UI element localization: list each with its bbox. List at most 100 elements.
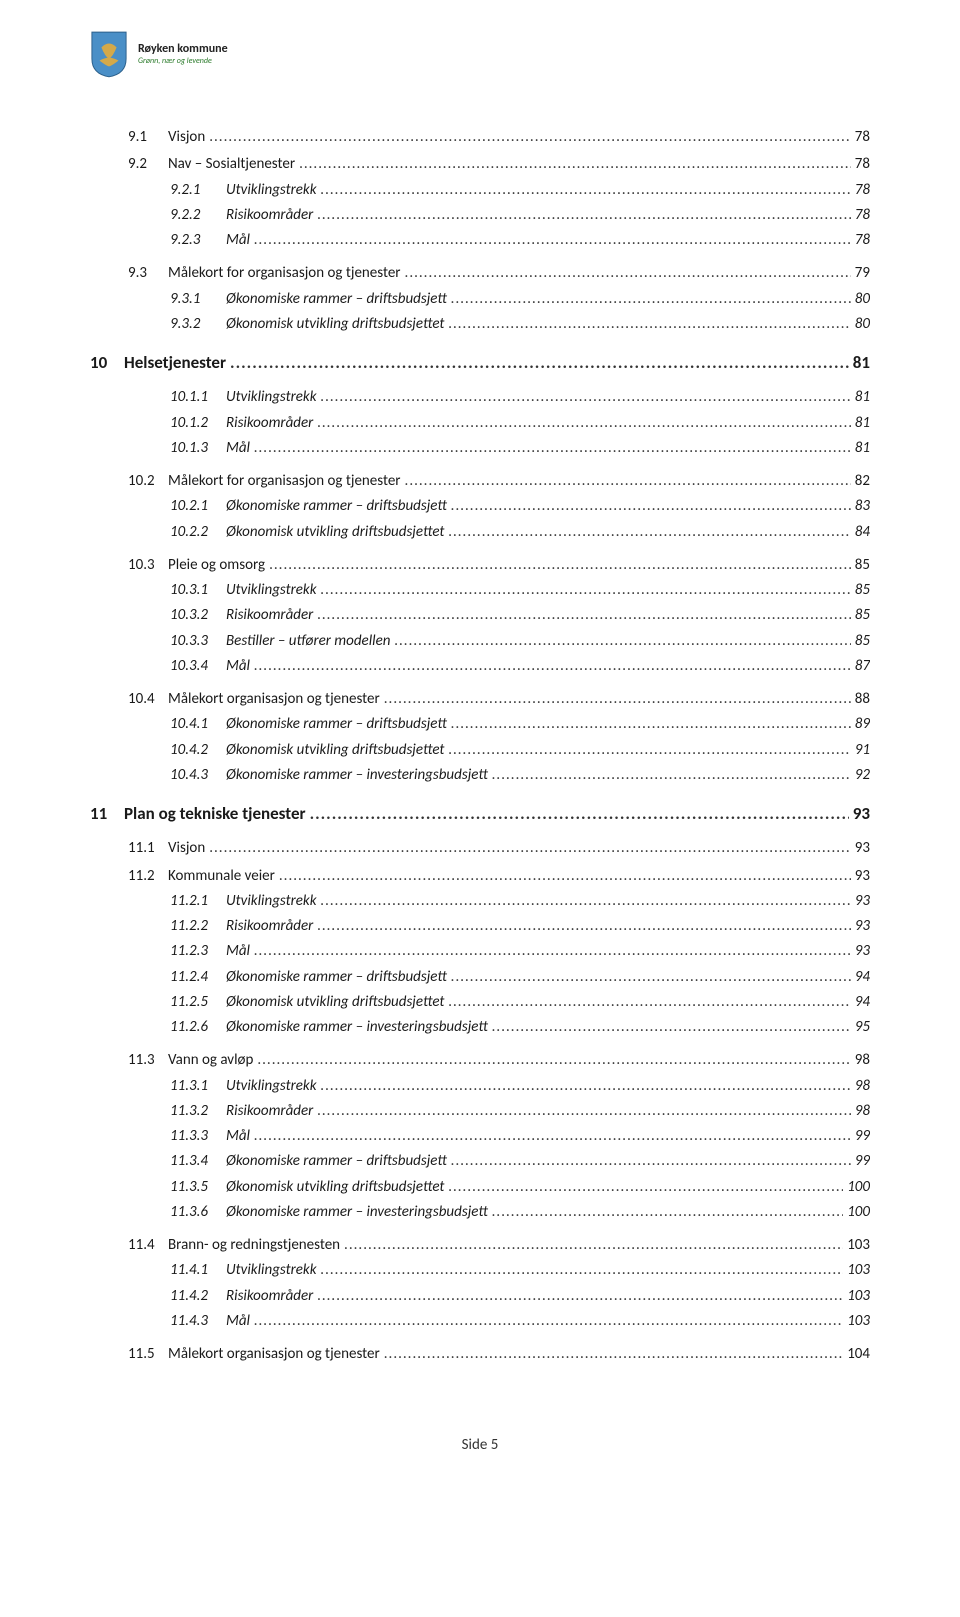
toc-number: 11.3.6	[170, 1201, 226, 1224]
toc-label: Plan og tekniske tjenester	[124, 801, 306, 827]
toc-entry: 9.2.3Mål78	[170, 229, 870, 252]
toc-leader-dots	[209, 126, 851, 149]
toc-entry: 11.4.1Utviklingstrekk 103	[170, 1259, 870, 1282]
org-name: Røyken kommune	[138, 42, 228, 56]
toc-entry: 9.3Målekort for organisasjon og tjeneste…	[128, 262, 870, 285]
toc-page: 85	[855, 604, 870, 627]
toc-page: 93	[855, 837, 870, 860]
toc-number: 11.4.1	[170, 1259, 226, 1282]
toc-number: 10.4.2	[170, 739, 226, 762]
toc-entry: 9.3.1Økonomiske rammer – driftsbudsjett8…	[170, 288, 870, 311]
toc-page: 89	[855, 713, 870, 736]
toc-number: 11.2.3	[170, 940, 226, 963]
toc-number: 11.4	[128, 1234, 168, 1257]
toc-label: Utviklingstrekk	[226, 1259, 317, 1282]
toc-entry: 11.2.5Økonomisk utvikling driftsbudsjett…	[170, 991, 870, 1014]
toc-number: 11.2.6	[170, 1016, 226, 1039]
toc-number: 11	[90, 801, 124, 827]
toc-page: 85	[855, 579, 870, 602]
toc-label: Bestiller – utfører modellen	[226, 630, 390, 653]
toc-number: 10.4.3	[170, 764, 226, 787]
toc-number: 11.2	[128, 865, 168, 888]
toc-leader-dots	[254, 437, 851, 460]
toc-leader-dots	[321, 386, 851, 409]
toc-label: Utviklingstrekk	[226, 579, 317, 602]
toc-leader-dots	[254, 1125, 851, 1148]
toc-entry: 9.1Visjon78	[128, 126, 870, 149]
toc-label: Utviklingstrekk	[226, 890, 317, 913]
toc-entry: 11.2.1Utviklingstrekk93	[170, 890, 870, 913]
toc-label: Visjon	[168, 837, 205, 860]
toc-page: 81	[855, 437, 870, 460]
toc-page: 93	[855, 940, 870, 963]
toc-leader-dots	[317, 1100, 850, 1123]
toc-leader-dots	[299, 153, 851, 176]
toc-entry: 11.3.3Mål99	[170, 1125, 870, 1148]
toc-label: Risikoområder	[226, 604, 313, 627]
toc-page: 81	[855, 386, 870, 409]
toc-number: 11.2.4	[170, 966, 226, 989]
toc-number: 10.4	[128, 688, 168, 711]
toc-entry: 10.2.1Økonomiske rammer – driftsbudsjett…	[170, 495, 870, 518]
toc-entry: 10.3.2Risikoområder85	[170, 604, 870, 627]
toc-number: 9.3.1	[170, 288, 226, 311]
toc-page: 87	[855, 655, 870, 678]
toc-page: 103	[847, 1285, 870, 1308]
toc-number: 11.3	[128, 1049, 168, 1072]
toc-number: 11.2.1	[170, 890, 226, 913]
toc-entry: 11.3Vann og avløp98	[128, 1049, 870, 1072]
toc-page: 103	[847, 1259, 870, 1282]
toc-label: Økonomiske rammer – investeringsbudsjett	[226, 1016, 488, 1039]
toc-page: 98	[855, 1100, 870, 1123]
toc-page: 100	[847, 1176, 870, 1199]
toc-entry: 9.2.2Risikoområder78	[170, 204, 870, 227]
table-of-contents: 9.1Visjon789.2Nav – Sosialtjenester789.2…	[90, 126, 870, 1366]
toc-number: 10.3.1	[170, 579, 226, 602]
toc-page: 83	[855, 495, 870, 518]
toc-number: 11.3.2	[170, 1100, 226, 1123]
toc-label: Utviklingstrekk	[226, 386, 317, 409]
toc-entry: 9.2Nav – Sosialtjenester78	[128, 153, 870, 176]
toc-number: 10.1.2	[170, 412, 226, 435]
toc-number: 9.3	[128, 262, 168, 285]
toc-label: Risikoområder	[226, 204, 313, 227]
toc-number: 10.1.1	[170, 386, 226, 409]
toc-leader-dots	[448, 1176, 843, 1199]
toc-page: 94	[855, 966, 870, 989]
toc-entry: 10.1.2Risikoområder81	[170, 412, 870, 435]
toc-entry: 10.4.3Økonomiske rammer – investeringsbu…	[170, 764, 870, 787]
toc-number: 10.1.3	[170, 437, 226, 460]
toc-entry: 10.4.1Økonomiske rammer – driftsbudsjett…	[170, 713, 870, 736]
toc-leader-dots	[317, 915, 850, 938]
toc-entry: 10.3.4Mål87	[170, 655, 870, 678]
toc-entry: 10.3.3Bestiller – utfører modellen85	[170, 630, 870, 653]
toc-label: Økonomisk utvikling driftsbudsjettet	[226, 739, 444, 762]
toc-leader-dots	[492, 1201, 843, 1224]
toc-leader-dots	[384, 688, 851, 711]
toc-page: 103	[847, 1234, 870, 1257]
toc-leader-dots	[317, 412, 850, 435]
toc-number: 9.1	[128, 126, 168, 149]
toc-label: Økonomiske rammer – driftsbudsjett	[226, 1150, 447, 1173]
toc-label: Økonomiske rammer – driftsbudsjett	[226, 495, 447, 518]
municipality-shield-icon	[90, 30, 128, 78]
toc-label: Mål	[226, 1125, 250, 1148]
toc-entry: 9.3.2Økonomisk utvikling driftsbudsjette…	[170, 313, 870, 336]
toc-leader-dots	[269, 554, 851, 577]
toc-label: Kommunale veier	[168, 865, 275, 888]
toc-number: 10.3.4	[170, 655, 226, 678]
toc-leader-dots	[321, 1075, 851, 1098]
toc-page: 93	[853, 801, 870, 827]
toc-label: Målekort organisasjon og tjenester	[168, 688, 380, 711]
toc-page: 104	[847, 1343, 870, 1366]
toc-number: 11.4.2	[170, 1285, 226, 1308]
toc-entry: 11.4.2Risikoområder103	[170, 1285, 870, 1308]
toc-number: 9.3.2	[170, 313, 226, 336]
toc-leader-dots	[492, 764, 851, 787]
toc-label: Utviklingstrekk	[226, 179, 317, 202]
toc-number: 9.2.1	[170, 179, 226, 202]
toc-leader-dots	[451, 288, 851, 311]
toc-entry: 10.4.2Økonomisk utvikling driftsbudsjett…	[170, 739, 870, 762]
toc-label: Økonomisk utvikling driftsbudsjettet	[226, 521, 444, 544]
toc-page: 78	[855, 179, 870, 202]
